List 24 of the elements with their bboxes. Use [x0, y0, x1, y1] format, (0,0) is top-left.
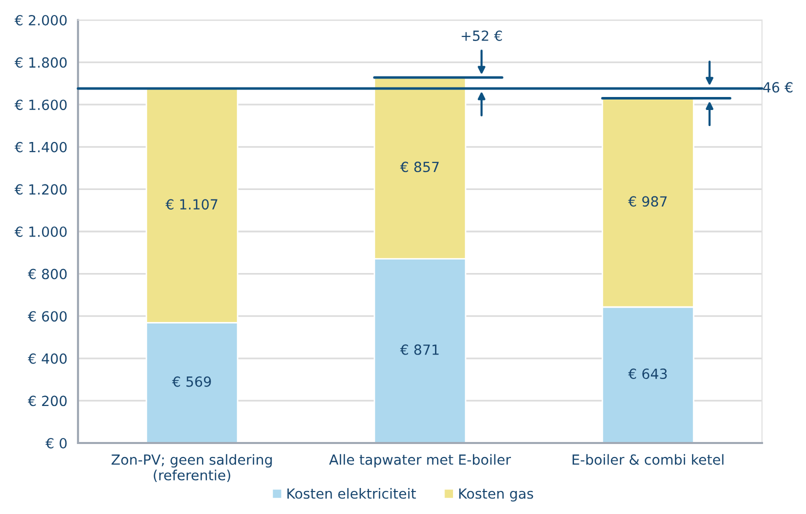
y-tick-label: € 800	[28, 268, 67, 280]
legend-label: Kosten gas	[459, 488, 534, 502]
y-tick-label: € 200	[28, 396, 67, 406]
y-tick-label: € 0	[45, 438, 67, 448]
y-tick-label: € 1.400	[14, 142, 67, 152]
x-tick-label: Zon-PV; geen saldering (referentie)	[112, 454, 272, 482]
y-tick-label: € 1.000	[14, 226, 67, 237]
x-tick-label: Alle tapwater met E-boiler	[329, 454, 511, 468]
y-tick-label: € 600	[28, 311, 67, 322]
annotation: +52 €	[462, 30, 502, 41]
data-label: € 1.107	[165, 199, 218, 210]
data-label: € 987	[628, 196, 667, 207]
x-tick-label: E-boiler & combi ketel	[572, 454, 724, 465]
y-tick-label: € 2.000	[14, 14, 67, 26]
data-label: € 569	[172, 376, 211, 387]
data-label: € 871	[400, 344, 439, 355]
y-tick-label: € 1.600	[14, 100, 67, 110]
y-tick-label: € 400	[28, 353, 67, 364]
y-tick-label: € 1.800	[14, 57, 67, 68]
data-label: € 643	[628, 368, 667, 380]
legend-label: Kosten elektriciteit	[287, 488, 416, 499]
y-tick-label: € 1.200	[14, 184, 67, 195]
annotation: -46 €	[758, 82, 792, 93]
data-label: € 857	[400, 162, 439, 172]
